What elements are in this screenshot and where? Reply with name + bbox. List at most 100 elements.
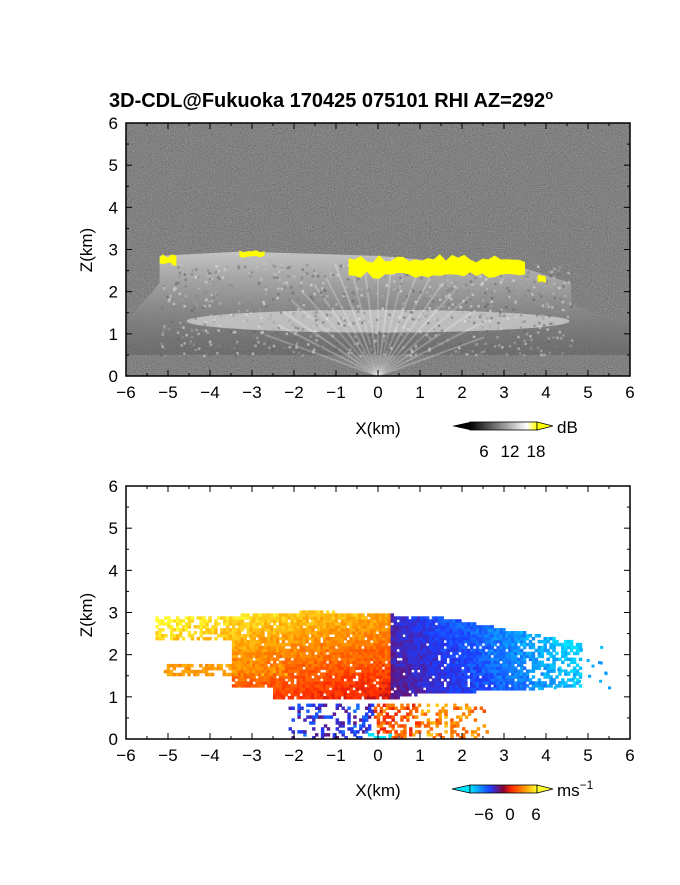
velocity-pixel (349, 660, 353, 665)
velocity-pixel (481, 675, 486, 679)
velocity-pixel (275, 663, 279, 668)
velocity-pixel (390, 657, 395, 662)
top-layer-pixel (454, 350, 457, 353)
bottom-colorbar-low-extend (451, 784, 471, 794)
top-layer-pixel (252, 334, 256, 338)
velocity-pixel (508, 660, 512, 665)
velocity-pixel (434, 678, 439, 682)
velocity-pixel (493, 642, 497, 647)
velocity-pixel (437, 669, 442, 673)
velocity-pixel (446, 663, 450, 667)
velocity-pixel (326, 715, 331, 719)
velocity-pixel (511, 648, 515, 653)
velocity-pixel (508, 645, 512, 650)
top-layer-pixel (295, 330, 298, 333)
top-layer-pixel (533, 324, 536, 328)
velocity-pixel (525, 675, 530, 679)
velocity-pixel (346, 678, 350, 682)
velocity-pixel (431, 666, 436, 670)
velocity-pixel (355, 672, 359, 676)
top-layer-pixel (172, 302, 176, 306)
velocity-pixel (385, 715, 389, 719)
velocity-pixel (496, 681, 500, 685)
velocity-pixel (446, 651, 450, 656)
velocity-pixel (505, 645, 509, 650)
top-layer-pixel (286, 337, 290, 341)
velocity-pixel (381, 631, 386, 635)
velocity-pixel (290, 625, 295, 629)
velocity-pixel (204, 663, 209, 668)
velocity-pixel (231, 619, 236, 623)
velocity-pixel (293, 651, 298, 656)
velocity-pixel (278, 654, 283, 659)
velocity-pixel (549, 663, 553, 667)
velocity-pixel (328, 622, 333, 626)
velocity-pixel (175, 634, 180, 638)
velocity-pixel (508, 657, 512, 662)
velocity-pixel (281, 681, 286, 685)
velocity-pixel (367, 715, 372, 719)
velocity-pixel (455, 628, 459, 632)
top-layer-pixel (179, 263, 183, 266)
velocity-pixel (260, 666, 265, 671)
velocity-pixel (323, 733, 328, 737)
top-layer-pixel (388, 313, 391, 317)
velocity-pixel (372, 693, 377, 697)
velocity-pixel (387, 657, 392, 662)
top-layer-pixel (540, 314, 544, 317)
velocity-pixel (405, 684, 409, 688)
velocity-pixel (514, 660, 518, 665)
top-layer-pixel (457, 351, 460, 354)
velocity-pixel (440, 660, 445, 665)
velocity-pixel (361, 669, 365, 673)
velocity-pixel (237, 616, 242, 620)
velocity-pixel (490, 669, 494, 673)
velocity-pixel (284, 693, 289, 697)
velocity-pixel (261, 616, 265, 620)
top-layer-pixel (159, 353, 163, 357)
velocity-pixel (346, 669, 350, 673)
velocity-pixel (347, 712, 351, 716)
velocity-pixel (296, 672, 300, 676)
top-layer-pixel (258, 308, 262, 312)
velocity-pixel (255, 651, 259, 656)
top-layer-pixel (194, 317, 197, 320)
velocity-pixel (399, 616, 403, 620)
velocity-pixel (312, 736, 316, 739)
top-colorbar-tick-label: 12 (501, 442, 520, 461)
velocity-pixel (412, 733, 416, 737)
velocity-pixel (569, 648, 574, 653)
top-layer-pixel (246, 309, 249, 312)
velocity-pixel (499, 628, 503, 632)
velocity-pixel (322, 690, 327, 694)
velocity-pixel (540, 663, 544, 667)
top-layer-pixel (340, 266, 343, 270)
velocity-pixel (202, 636, 206, 641)
velocity-pixel (270, 636, 274, 641)
top-layer-pixel (225, 286, 229, 290)
velocity-pixel (337, 693, 342, 697)
top-layer-pixel (570, 284, 573, 287)
velocity-pixel (355, 639, 359, 644)
velocity-pixel (255, 681, 259, 685)
top-layer-pixel (429, 275, 433, 279)
velocity-pixel (528, 687, 533, 691)
velocity-pixel (364, 690, 368, 694)
top-layer-pixel (374, 339, 377, 343)
velocity-pixel (225, 636, 230, 641)
velocity-pixel (475, 669, 480, 673)
top-layer-pixel (279, 265, 282, 268)
velocity-pixel (328, 672, 333, 676)
top-layer-pixel (347, 351, 351, 355)
velocity-pixel (437, 678, 442, 682)
top-layer-pixel (398, 298, 401, 302)
velocity-pixel (449, 672, 453, 676)
velocity-pixel (234, 657, 239, 662)
velocity-pixel (275, 625, 280, 629)
velocity-pixel (370, 678, 374, 682)
top-layer-pixel (279, 311, 283, 315)
velocity-pixel (461, 622, 465, 626)
velocity-pixel (414, 715, 419, 719)
velocity-pixel (308, 675, 312, 679)
velocity-pixel (305, 639, 309, 644)
